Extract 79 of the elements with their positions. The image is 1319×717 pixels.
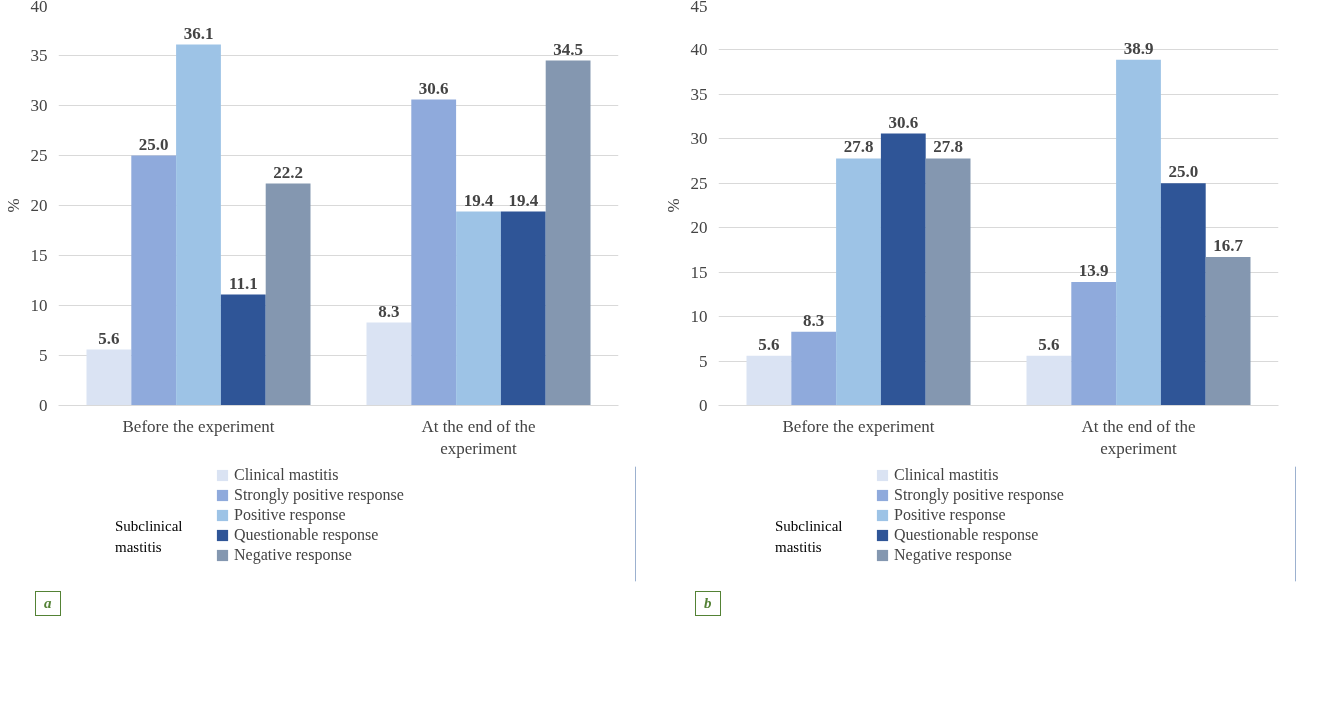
- legend-label: Positive response: [234, 506, 346, 524]
- y-tick-label: 35: [690, 84, 708, 104]
- y-tick-label: 30: [690, 129, 708, 149]
- data-label: 5.6: [98, 328, 120, 348]
- data-label: 36.1: [183, 23, 214, 43]
- bar: [220, 294, 266, 406]
- bar: [86, 349, 132, 406]
- y-tick-label: 10: [30, 296, 48, 315]
- y-tick-label: 15: [30, 246, 48, 265]
- y-tick-label: 45: [690, 0, 708, 16]
- legend-label: Strongly positive response: [894, 486, 1064, 504]
- y-tick-label: 25: [690, 173, 708, 193]
- text: a: [35, 591, 61, 617]
- x-tick-label: At the end of the experiment: [1081, 416, 1196, 459]
- text: b: [695, 591, 721, 617]
- y-axis-title: %: [3, 198, 23, 213]
- bar: [880, 133, 926, 406]
- legend-label: Clinical mastitis: [234, 466, 339, 484]
- y-tick-label: 0: [39, 396, 48, 415]
- data-label: 5.6: [758, 334, 780, 354]
- text: Subclinical mastitis: [775, 517, 844, 558]
- data-label: 22.2: [273, 162, 303, 182]
- data-label: 27.8: [933, 137, 963, 157]
- legend-label: Negative response: [894, 546, 1012, 564]
- y-tick-label: 40: [690, 40, 708, 60]
- bar: [131, 155, 177, 406]
- legend-label: Questionable response: [234, 526, 379, 544]
- text: Subclinical mastitis: [115, 517, 184, 558]
- bar: [265, 183, 311, 406]
- data-label: 19.4: [508, 190, 539, 210]
- x-tick-label: Before the experiment: [122, 416, 275, 436]
- data-label: 30.6: [418, 78, 449, 98]
- bar: [836, 158, 881, 406]
- bar: [1026, 355, 1072, 406]
- data-label: 5.6: [1038, 334, 1060, 354]
- y-axis-title: %: [663, 198, 683, 213]
- data-label: 30.6: [888, 112, 919, 132]
- data-label: 16.7: [1213, 236, 1244, 256]
- bar: [366, 322, 412, 406]
- y-tick-label: 5: [699, 351, 708, 371]
- y-tick-label: 20: [30, 196, 48, 215]
- bar: [500, 211, 546, 406]
- y-tick-label: 40: [30, 0, 48, 16]
- y-tick-label: 5: [39, 346, 48, 365]
- bar: [456, 211, 501, 406]
- data-label: 13.9: [1078, 260, 1109, 280]
- bar: [411, 99, 457, 406]
- y-tick-label: 30: [30, 96, 48, 115]
- bar: [746, 355, 792, 406]
- data-label: 11.1: [228, 273, 258, 293]
- data-label: 34.5: [553, 39, 583, 59]
- bar: [176, 44, 221, 406]
- x-tick-label: At the end of the experiment: [421, 416, 536, 459]
- y-tick-label: 25: [30, 146, 48, 165]
- y-tick-label: 15: [690, 262, 708, 282]
- data-label: 25.0: [1168, 162, 1199, 182]
- data-label: 27.8: [843, 137, 874, 157]
- legend-label: Strongly positive response: [234, 486, 404, 504]
- data-label: 8.3: [803, 310, 825, 330]
- legend-label: Positive response: [894, 506, 1006, 524]
- data-label: 25.0: [138, 134, 169, 154]
- bar: [545, 60, 591, 406]
- y-tick-label: 35: [30, 46, 48, 65]
- y-tick-label: 10: [690, 307, 708, 327]
- legend-label: Negative response: [234, 546, 352, 564]
- bar: [1116, 59, 1161, 406]
- data-label: 38.9: [1123, 38, 1154, 58]
- bar: [1205, 257, 1251, 406]
- bar: [1160, 183, 1206, 406]
- bar: [791, 331, 837, 406]
- bar: [1071, 281, 1117, 406]
- x-tick-label: Before the experiment: [782, 416, 935, 436]
- legend-label: Clinical mastitis: [894, 466, 999, 484]
- y-tick-label: 20: [690, 218, 708, 238]
- data-label: 8.3: [378, 301, 400, 321]
- bar: [925, 158, 971, 406]
- legend-label: Questionable response: [894, 526, 1039, 544]
- data-label: 19.4: [463, 190, 494, 210]
- y-tick-label: 0: [699, 396, 708, 415]
